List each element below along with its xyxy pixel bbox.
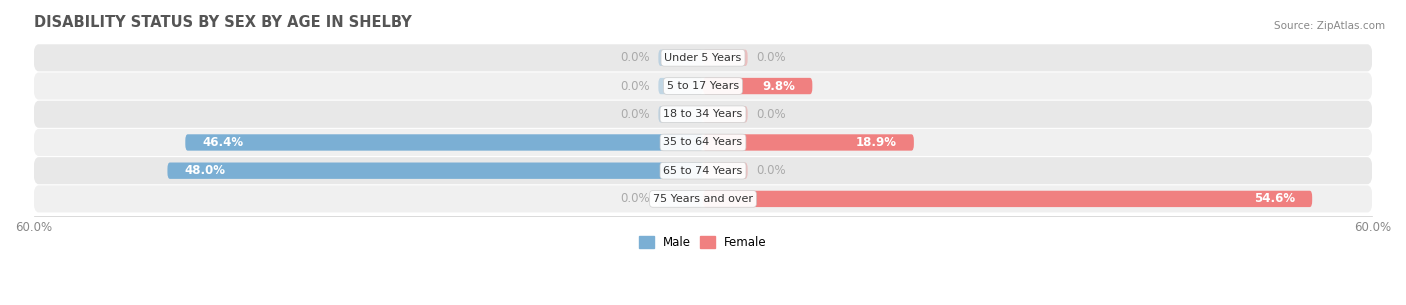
FancyBboxPatch shape (658, 78, 703, 94)
Legend: Male, Female: Male, Female (634, 231, 772, 254)
Text: 0.0%: 0.0% (620, 80, 650, 92)
FancyBboxPatch shape (34, 73, 1372, 99)
Text: 54.6%: 54.6% (1254, 192, 1295, 205)
FancyBboxPatch shape (34, 44, 1372, 71)
Text: 18 to 34 Years: 18 to 34 Years (664, 109, 742, 119)
FancyBboxPatch shape (658, 106, 703, 122)
FancyBboxPatch shape (703, 78, 813, 94)
Text: 0.0%: 0.0% (756, 164, 786, 177)
FancyBboxPatch shape (34, 101, 1372, 128)
Text: 75 Years and over: 75 Years and over (652, 194, 754, 204)
FancyBboxPatch shape (703, 163, 748, 179)
Text: DISABILITY STATUS BY SEX BY AGE IN SHELBY: DISABILITY STATUS BY SEX BY AGE IN SHELB… (34, 15, 412, 30)
Text: 65 to 74 Years: 65 to 74 Years (664, 166, 742, 176)
FancyBboxPatch shape (34, 157, 1372, 184)
Text: 0.0%: 0.0% (756, 51, 786, 64)
Text: 46.4%: 46.4% (202, 136, 243, 149)
FancyBboxPatch shape (186, 134, 703, 151)
Text: 35 to 64 Years: 35 to 64 Years (664, 138, 742, 148)
Text: 0.0%: 0.0% (756, 108, 786, 121)
Text: 0.0%: 0.0% (620, 192, 650, 205)
FancyBboxPatch shape (167, 163, 703, 179)
FancyBboxPatch shape (703, 191, 1312, 207)
Text: 0.0%: 0.0% (620, 108, 650, 121)
FancyBboxPatch shape (658, 191, 703, 207)
Text: 48.0%: 48.0% (184, 164, 225, 177)
Text: 9.8%: 9.8% (762, 80, 796, 92)
FancyBboxPatch shape (34, 185, 1372, 213)
Text: Source: ZipAtlas.com: Source: ZipAtlas.com (1274, 21, 1385, 31)
Text: Under 5 Years: Under 5 Years (665, 53, 741, 63)
FancyBboxPatch shape (703, 50, 748, 66)
Text: 18.9%: 18.9% (856, 136, 897, 149)
FancyBboxPatch shape (703, 134, 914, 151)
Text: 0.0%: 0.0% (620, 51, 650, 64)
FancyBboxPatch shape (658, 50, 703, 66)
FancyBboxPatch shape (703, 106, 748, 122)
FancyBboxPatch shape (34, 129, 1372, 156)
Text: 5 to 17 Years: 5 to 17 Years (666, 81, 740, 91)
